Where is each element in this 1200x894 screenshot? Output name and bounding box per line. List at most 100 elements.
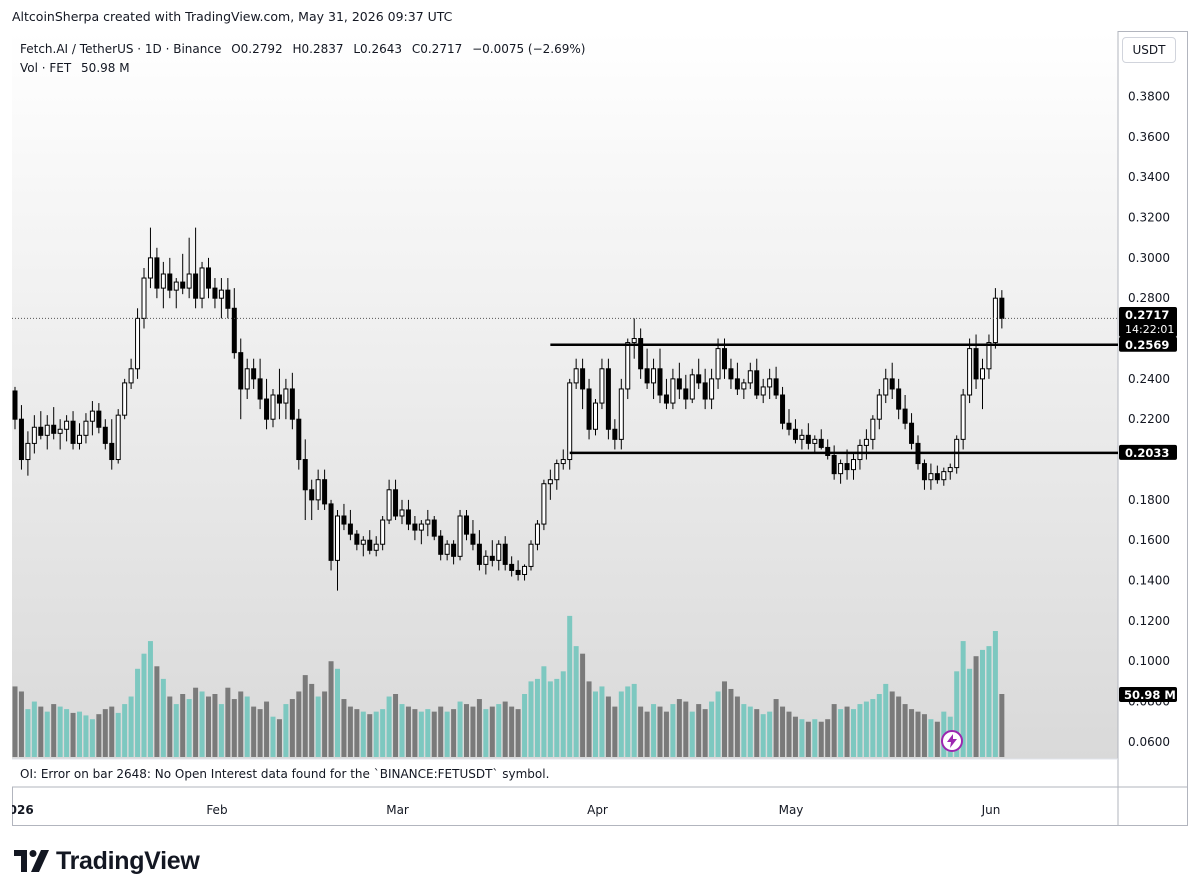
volume-bar xyxy=(722,681,727,757)
candle-body xyxy=(147,257,153,279)
tradingview-logo-icon xyxy=(14,850,49,872)
volume-bar xyxy=(412,709,418,757)
price-chart[interactable]: 0.40000.38000.36000.34000.32000.30000.28… xyxy=(12,31,1188,826)
volume-bar xyxy=(354,709,360,757)
volume-bar xyxy=(96,714,102,757)
volume-bar xyxy=(631,683,637,757)
candle-body xyxy=(799,434,805,440)
candle-body xyxy=(405,509,411,525)
candle-body xyxy=(270,394,276,420)
candle-body xyxy=(986,342,992,370)
volume-bar xyxy=(296,691,302,757)
candle-body xyxy=(122,382,128,416)
candle-body xyxy=(470,533,476,545)
volume-bar xyxy=(812,719,818,757)
legend-close-label: C xyxy=(411,42,421,56)
candle-body xyxy=(173,281,179,291)
volume-bar xyxy=(928,719,934,757)
drawn-levels[interactable] xyxy=(12,317,1118,455)
volume-bar xyxy=(431,711,437,757)
candle-body xyxy=(502,543,508,565)
volume-bar xyxy=(509,706,515,757)
candle-body xyxy=(483,555,489,565)
volume-bar xyxy=(851,709,856,757)
volume-label-text: 50.98 M xyxy=(1124,688,1176,702)
volume-bar xyxy=(599,686,605,757)
volume-bar xyxy=(644,711,650,757)
volume-bar xyxy=(186,699,192,757)
chart-legend: Fetch.AI / TetherUS · 1D · Binance O0.27… xyxy=(20,40,591,78)
candle-body xyxy=(199,267,205,299)
candle-body xyxy=(128,368,134,384)
volume-bar xyxy=(328,661,334,757)
time-tick-label: Apr xyxy=(587,803,608,817)
candle-body xyxy=(186,273,192,289)
plot-background xyxy=(12,31,1118,759)
candle-body xyxy=(780,394,786,424)
price-tick-label: 0.1000 xyxy=(1128,654,1170,668)
price-tick-label: 0.3600 xyxy=(1128,130,1170,144)
tradingview-logo[interactable]: TradingView xyxy=(14,846,200,876)
candle-body xyxy=(109,442,115,461)
oi-pane xyxy=(12,759,1118,787)
volume-bar xyxy=(567,615,573,757)
time-tick-label: Jun xyxy=(981,803,1001,817)
candle-body xyxy=(528,543,534,567)
candle-body xyxy=(554,463,560,481)
candle-body xyxy=(754,370,760,396)
volume-bar xyxy=(754,709,760,757)
candle-body xyxy=(296,418,302,461)
candle-body xyxy=(547,479,553,485)
lightning-glyph xyxy=(947,734,957,748)
candle-body xyxy=(515,569,521,575)
candle-body xyxy=(444,543,450,555)
volume-bar xyxy=(554,678,560,757)
legend-volume-row: Vol · FET 50.98 M xyxy=(20,59,591,78)
volume-bar xyxy=(560,671,566,757)
volume-bar xyxy=(438,706,444,757)
volume-bar xyxy=(418,711,424,757)
volume-bar xyxy=(244,696,250,757)
candle-body xyxy=(541,483,547,525)
candle-body xyxy=(264,398,270,420)
candle-body xyxy=(412,523,418,531)
volume-bar xyxy=(206,696,211,757)
volume-bar xyxy=(380,709,386,757)
volume-bar xyxy=(612,706,618,757)
volume-bar xyxy=(70,712,76,757)
volume-bar xyxy=(534,678,540,757)
volume-bar xyxy=(276,719,282,757)
lightning-icon[interactable] xyxy=(941,730,963,752)
candle-body xyxy=(921,463,927,481)
time-tick-label: 2026 xyxy=(12,803,34,817)
volume-bar xyxy=(464,704,469,757)
candle-body xyxy=(141,277,147,319)
time-axis[interactable]: 2026 Feb Mar Apr May Jun xyxy=(12,803,1000,817)
volume-bar xyxy=(289,699,295,757)
legend-low: 0.2643 xyxy=(360,42,403,56)
candle-body xyxy=(399,509,405,517)
candle-body xyxy=(341,515,347,525)
price-axis[interactable]: 0.40000.38000.36000.34000.32000.30000.28… xyxy=(1128,49,1170,749)
volume-bar xyxy=(154,666,160,757)
currency-unit-button[interactable]: USDT xyxy=(1122,37,1176,63)
volume-bar xyxy=(347,706,353,757)
volume-bar xyxy=(489,706,495,757)
volume-bar xyxy=(767,711,773,757)
volume-bar xyxy=(425,709,431,757)
volume-bar xyxy=(483,709,489,757)
volume-bar xyxy=(670,704,676,757)
volume-bar xyxy=(689,711,695,757)
candle-body xyxy=(418,523,424,531)
volume-bar xyxy=(741,704,747,757)
volume-bar xyxy=(638,706,644,757)
candle-body xyxy=(631,338,637,344)
candle-body xyxy=(38,426,44,436)
volume-bar xyxy=(64,709,70,757)
volume-bar xyxy=(954,671,960,757)
candle-body xyxy=(657,368,663,396)
volume-bar xyxy=(573,646,579,757)
volume-bar xyxy=(405,706,411,757)
candle-body xyxy=(696,374,702,384)
volume-bar xyxy=(315,696,321,757)
